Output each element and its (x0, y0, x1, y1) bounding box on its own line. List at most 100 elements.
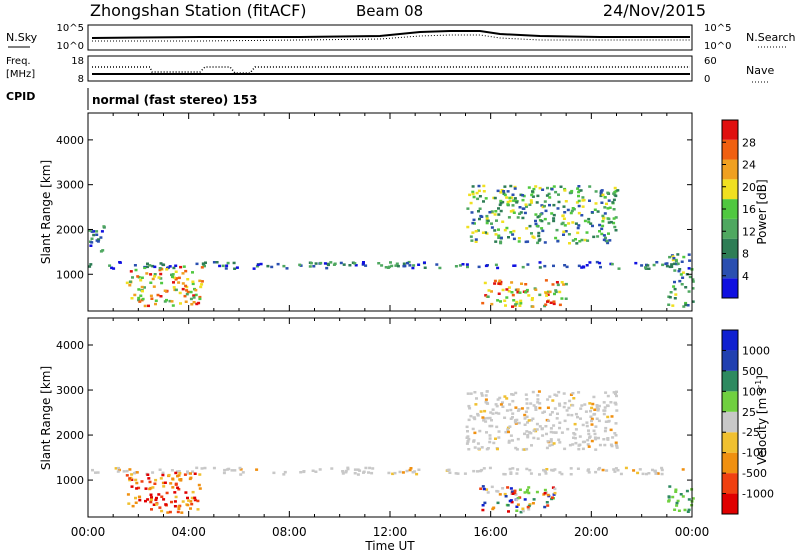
velocity-heatmap-cell (588, 402, 592, 405)
power-heatmap-cell (548, 196, 552, 199)
velocity-colorbar-label-close: ] (755, 375, 769, 380)
power-heatmap-cell (511, 193, 515, 196)
power-heatmap-cell (667, 303, 671, 306)
time-tick-label: 12:00 (373, 525, 408, 539)
velocity-heatmap-cell (511, 439, 514, 442)
velocity-heatmap-cell (180, 511, 184, 514)
velocity-heatmap-cell (606, 394, 610, 398)
power-heatmap-cell (507, 286, 511, 289)
velocity-heatmap-cell (654, 472, 658, 475)
power-heatmap-cell (567, 233, 571, 236)
velocity-heatmap-cell (177, 470, 181, 473)
power-heatmap-cell (546, 290, 550, 294)
power-heatmap-cell (395, 262, 399, 265)
power-heatmap-cell (128, 280, 132, 283)
power-heatmap-cell (576, 187, 580, 190)
velocity-heatmap-cell (190, 496, 194, 500)
power-heatmap-cell (590, 211, 594, 214)
power-heatmap-cell (543, 200, 547, 203)
station-title: Zhongshan Station (fitACF) (90, 1, 307, 20)
velocity-colorbar-box (722, 432, 738, 453)
velocity-heatmap-cell (603, 429, 607, 433)
velocity-heatmap-cell (506, 504, 510, 507)
power-heatmap-cell (153, 265, 157, 269)
velocity-heatmap-cell (135, 481, 139, 485)
velocity-heatmap-cell (475, 397, 478, 400)
power-heatmap-cell (607, 199, 611, 202)
power-heatmap-cell (493, 213, 497, 216)
power-heatmap-cell (560, 297, 564, 300)
power-heatmap-cell (141, 289, 144, 293)
velocity-heatmap-cell (164, 503, 168, 506)
power-heatmap-cell (478, 195, 482, 198)
velocity-heatmap-cell (606, 415, 610, 419)
power-heatmap-cell (146, 262, 149, 265)
velocity-heatmap-cell (488, 424, 492, 428)
velocity-heatmap-cell (222, 471, 226, 475)
power-heatmap-cell (174, 278, 178, 281)
power-heatmap-cell (484, 231, 488, 234)
power-colorbar-box (722, 120, 738, 140)
power-heatmap-cell (509, 231, 513, 234)
power-heatmap-cell (159, 262, 163, 265)
power-heatmap-cell (558, 290, 562, 294)
velocity-heatmap-cell (526, 406, 530, 410)
velocity-heatmap-cell (531, 390, 535, 394)
velocity-heatmap-cell (602, 412, 606, 416)
power-heatmap-cell (668, 255, 672, 259)
velocity-heatmap-cell (488, 440, 492, 444)
velocity-heatmap-cell (488, 416, 492, 420)
power-heatmap-cell (550, 212, 554, 215)
power-heatmap-cell (686, 304, 690, 307)
power-heatmap-cell (586, 239, 590, 242)
power-heatmap-cell (102, 225, 106, 228)
velocity-heatmap-cell (157, 493, 161, 496)
power-heatmap-cell (266, 264, 270, 268)
power-heatmap-cell (512, 299, 516, 302)
power-heatmap-cell (557, 193, 560, 196)
velocity-heatmap-cell (490, 485, 494, 489)
power-heatmap-cell (485, 217, 489, 220)
velocity-heatmap-cell (146, 473, 150, 476)
power-heatmap-cell (546, 293, 550, 296)
power-heatmap-cell (522, 207, 526, 210)
power-heatmap-cell (613, 186, 617, 190)
power-heatmap-cell (564, 282, 568, 286)
power-heatmap-cell (604, 236, 607, 240)
power-colorbar-box (722, 159, 738, 180)
power-heatmap-cell (181, 282, 185, 285)
power-heatmap-cell (503, 228, 507, 232)
power-heatmap-cell (149, 273, 153, 276)
power-heatmap-cell (504, 304, 507, 307)
power-heatmap-cell (588, 199, 591, 202)
power-heatmap-cell (480, 215, 484, 218)
power-heatmap-cell (198, 279, 202, 283)
velocity-heatmap-cell (488, 466, 492, 470)
velocity-heatmap-cell (469, 414, 473, 418)
power-heatmap-cell (149, 294, 153, 298)
velocity-heatmap-cell (486, 402, 490, 405)
power-heatmap-cell (556, 283, 560, 287)
velocity-heatmap-cell (577, 447, 581, 451)
power-heatmap-cell (182, 265, 186, 268)
power-heatmap-cell (362, 261, 365, 264)
velocity-heatmap-cell (370, 471, 374, 475)
velocity-heatmap-cell (148, 480, 152, 484)
velocity-heatmap-cell (524, 410, 528, 413)
power-heatmap-cell (490, 222, 493, 225)
velocity-heatmap-cell (681, 468, 685, 471)
power-heatmap-cell (532, 236, 536, 239)
velocity-heatmap-cell (538, 425, 542, 428)
velocity-heatmap-cell (468, 407, 472, 410)
power-heatmap-cell (181, 287, 185, 291)
velocity-heatmap-cell (176, 486, 180, 489)
power-heatmap-cell (513, 187, 517, 190)
power-heatmap-cell (555, 281, 559, 284)
velocity-heatmap-cell (555, 417, 559, 420)
power-heatmap-cell (326, 262, 330, 266)
velocity-heatmap-cell (660, 468, 664, 472)
power-heatmap-cell (687, 267, 691, 270)
power-heatmap-cell (185, 289, 189, 292)
velocity-heatmap-cell (614, 467, 618, 470)
velocity-heatmap-cell (174, 495, 178, 499)
